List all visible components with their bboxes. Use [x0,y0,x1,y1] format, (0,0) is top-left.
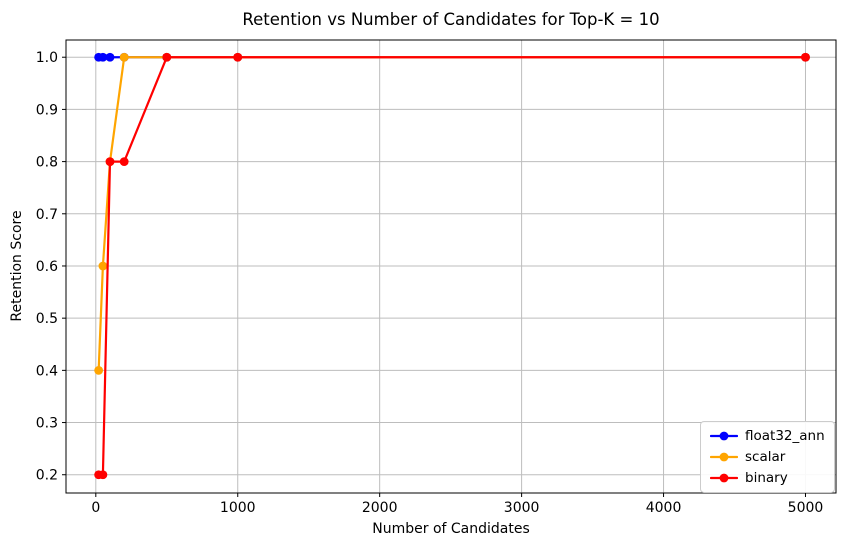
series-marker-binary [98,470,108,480]
legend-line-sample [710,431,738,441]
series-marker-binary [801,52,810,62]
y-tick-label: 0.2 [36,468,58,484]
series-marker-binary [105,157,115,167]
series-marker-scalar [119,52,129,62]
y-tick-label: 0.4 [36,363,58,379]
legend-line-sample [710,473,738,483]
legend-label: binary [745,470,788,486]
x-tick-label: 2000 [362,500,398,516]
legend-line-sample [710,452,738,462]
y-tick-label: 0.6 [36,259,58,275]
legend-label: float32_ann [745,428,825,444]
plot-border [65,39,837,494]
x-tick-label: 5000 [788,500,824,516]
series-marker-float32_ann [98,52,108,62]
legend-label: scalar [745,449,786,465]
y-tick-label: 0.8 [36,155,58,171]
legend-sample-marker [719,473,729,483]
series-marker-scalar [94,365,104,375]
chart-title: Retention vs Number of Candidates for To… [242,10,660,29]
legend-sample-marker [719,452,729,462]
series-marker-binary [119,157,129,167]
y-tick-label: 0.5 [36,311,58,327]
legend-item-scalar: scalar [710,448,825,466]
y-tick-label: 0.3 [36,416,58,432]
series-marker-float32_ann [105,52,115,62]
series-marker-scalar [98,261,108,271]
y-tick-label: 0.9 [36,102,58,118]
series-marker-binary [233,52,243,62]
legend-item-float32_ann: float32_ann [710,427,825,445]
legend-sample-marker [719,431,729,441]
legend-item-binary: binary [710,469,825,487]
y-tick-label: 1.0 [36,50,58,66]
x-axis-label: Number of Candidates [372,521,530,537]
series-marker-binary [162,52,172,62]
y-tick-label: 0.7 [36,207,58,223]
x-tick-label: 0 [91,500,100,516]
x-tick-label: 1000 [220,500,256,516]
x-tick-label: 3000 [504,500,540,516]
x-tick-label: 4000 [646,500,682,516]
y-axis-label: Retention Score [9,210,25,322]
